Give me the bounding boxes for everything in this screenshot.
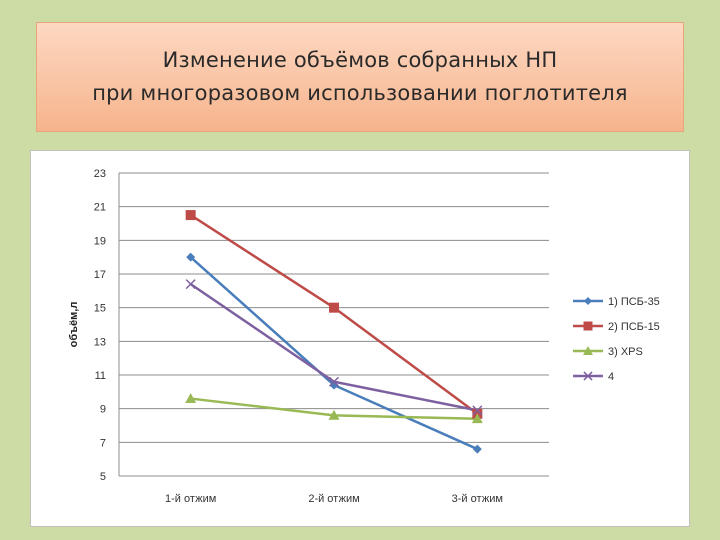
data-point	[583, 296, 593, 306]
data-point	[329, 380, 339, 390]
data-point	[185, 210, 196, 221]
data-point	[583, 346, 593, 355]
legend-label: 4	[608, 371, 614, 383]
legend-label: 3) XPS	[608, 346, 643, 358]
y-tick-label: 17	[94, 269, 106, 281]
legend-label: 2) ПСБ-15	[608, 321, 660, 333]
slide-title-line-1: Изменение объёмов собранных НП	[162, 48, 558, 72]
y-tick-label: 15	[94, 303, 106, 315]
data-point	[185, 279, 196, 290]
data-point	[472, 405, 483, 416]
y-tick-label: 5	[100, 471, 106, 483]
chart-frame: 5 7 9 11 13 15 17 19 21 23 объём,л 1-й отжим 2-й отж…	[30, 150, 690, 527]
data-point	[583, 371, 593, 381]
y-tick-label: 19	[94, 235, 106, 247]
data-point	[329, 302, 339, 313]
y-tick-label: 21	[94, 202, 106, 214]
x-tick-label: 3-й отжим	[452, 493, 503, 505]
x-tick-label: 1-й отжим	[165, 493, 216, 505]
data-point	[328, 409, 340, 420]
y-tick-label: 23	[94, 168, 106, 180]
data-point	[185, 393, 197, 403]
slide-title-line-2: при многоразовом использовании поглотите…	[92, 81, 628, 105]
series-line	[189, 256, 478, 451]
data-point	[186, 252, 196, 262]
legend-label: 1) ПСБ-35	[608, 296, 660, 308]
data-point	[328, 376, 340, 387]
data-point	[471, 413, 483, 424]
x-tick-label: 2-й отжим	[308, 493, 359, 505]
y-tick-label: 11	[95, 370, 106, 382]
data-point	[472, 444, 482, 454]
slide-title-box: Изменение объёмов собранных НП при много…	[36, 22, 684, 132]
data-point	[583, 321, 593, 331]
y-tick-label: 9	[100, 404, 106, 416]
y-tick-label: 13	[94, 336, 106, 348]
y-axis-label: объём,л	[68, 302, 80, 348]
line-chart: 5 7 9 11 13 15 17 19 21 23 объём,л 1-й отжим 2-й отж…	[68, 168, 660, 505]
y-tick-label: 7	[100, 437, 106, 449]
